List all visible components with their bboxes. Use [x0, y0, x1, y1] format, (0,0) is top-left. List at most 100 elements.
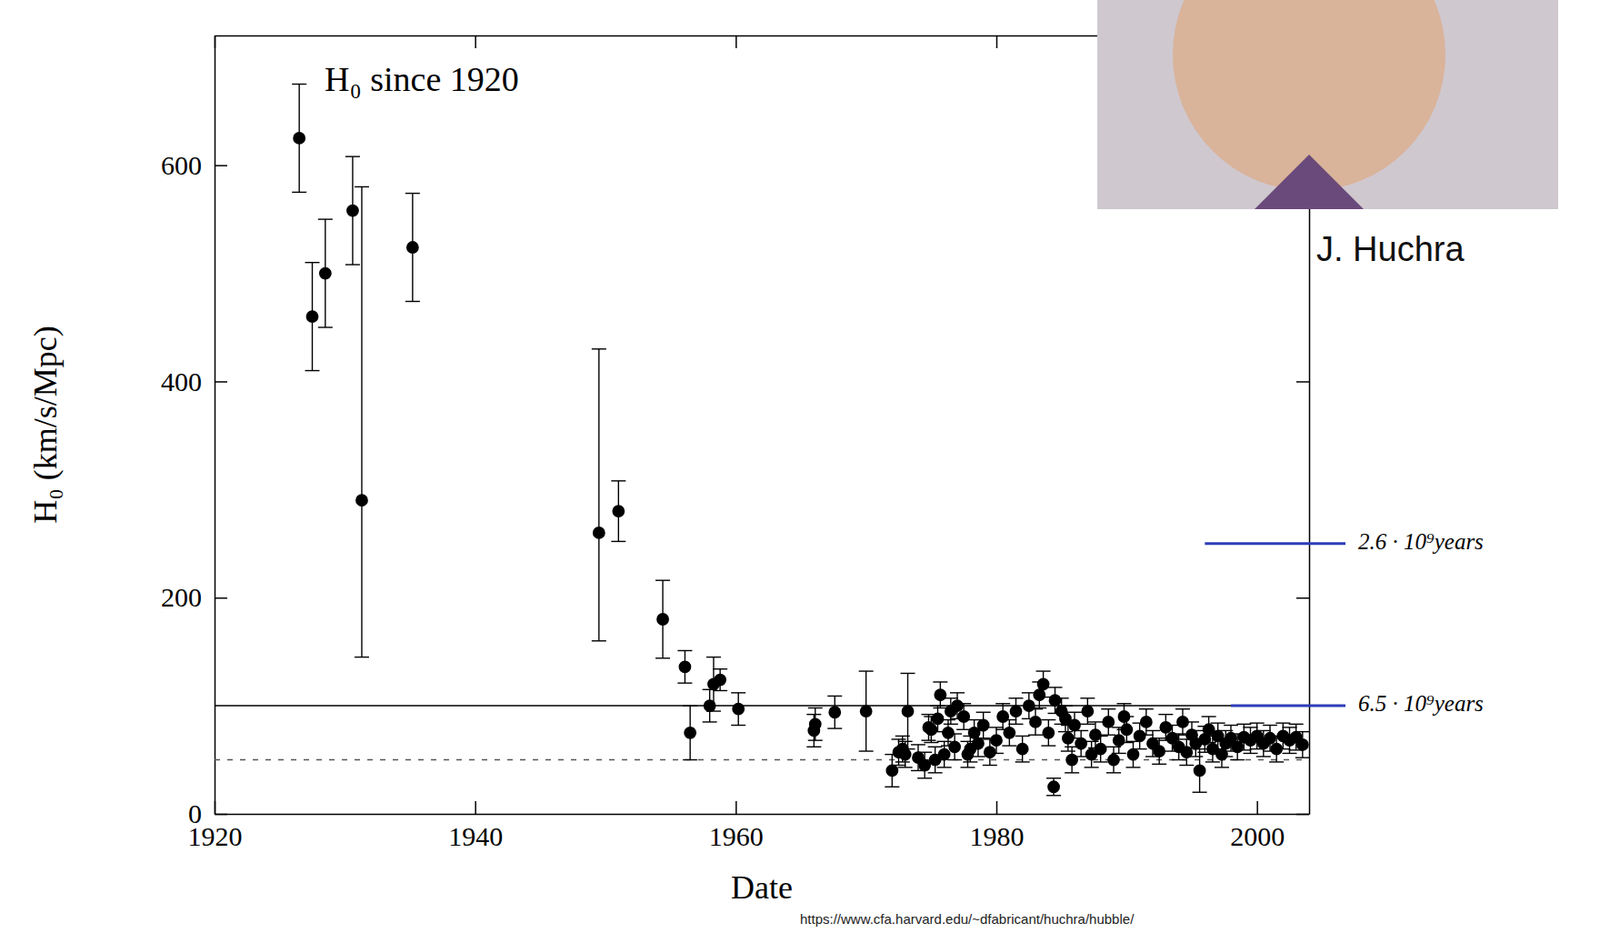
data-point	[406, 240, 420, 254]
data-point	[306, 310, 320, 323]
annotation: 6.5 · 10⁹years	[1230, 690, 1484, 716]
error-bar-cap	[898, 766, 913, 768]
tick	[735, 35, 737, 49]
error-bar-cap	[1151, 763, 1167, 765]
error-bar-cap	[930, 704, 946, 706]
error-bar-cap	[1084, 766, 1100, 768]
error-bar-cap	[1145, 730, 1160, 731]
tick	[1296, 380, 1310, 382]
data-point	[713, 673, 727, 687]
data-point	[828, 705, 841, 719]
error-bar-cap	[898, 740, 913, 742]
error-bar-cap	[1040, 744, 1056, 746]
error-bar-cap	[1046, 777, 1061, 779]
error-bar-cap	[1223, 724, 1239, 726]
tick-mark	[1296, 380, 1310, 383]
error-bar-cap	[354, 656, 370, 658]
data-point	[1180, 745, 1193, 759]
error-bar-cap	[655, 657, 670, 659]
data-point	[1010, 704, 1023, 718]
points	[292, 131, 1309, 793]
y-axis-title: H₀ (km/s/Mpc)	[27, 325, 64, 524]
error-bar-cap	[730, 724, 746, 726]
error-bar-cap	[1100, 734, 1116, 736]
error-bar-cap	[1171, 759, 1187, 760]
error-bar	[655, 580, 670, 659]
data-point	[1140, 715, 1153, 729]
error-bar	[808, 707, 823, 740]
annotation-label: 6.5 · 10⁹years	[1358, 690, 1484, 716]
error-bar-cap	[1192, 791, 1208, 793]
x-axis-title: Date	[730, 869, 793, 906]
error-bar-cap	[928, 746, 943, 748]
error-bar-cap	[1275, 721, 1290, 723]
annotation-label: 2.6 · 10⁹years	[1358, 529, 1484, 554]
error-bar-cap	[1067, 711, 1082, 713]
error-bar-cap	[1036, 670, 1051, 671]
data-point	[1127, 748, 1140, 761]
data-point	[941, 726, 955, 740]
error-bar-cap	[1158, 713, 1173, 715]
tick-mark	[996, 800, 999, 814]
tick: 600	[160, 150, 228, 180]
error-bar-stem	[360, 186, 362, 657]
photo-caption: J. Huchra	[1316, 230, 1465, 269]
data-point	[977, 719, 990, 732]
tick-mark	[214, 164, 228, 167]
error-bar	[305, 262, 320, 371]
error-bar-cap	[405, 192, 420, 194]
tick: 400	[160, 366, 228, 397]
data-point	[901, 704, 915, 718]
data-point	[703, 699, 717, 712]
tick-label: 2000	[1230, 820, 1285, 851]
error-bar-cap	[291, 83, 307, 85]
error-bar-cap	[1028, 734, 1043, 736]
error-bar-cap	[1179, 764, 1194, 766]
data-point	[1270, 742, 1283, 756]
data-point	[957, 710, 970, 723]
error-bar	[730, 692, 746, 726]
error-bar-cap	[1058, 730, 1073, 732]
data-point	[885, 764, 899, 778]
error-bar	[1009, 698, 1024, 725]
tick-mark	[1296, 813, 1310, 816]
data-point	[1176, 715, 1190, 729]
data-point	[1101, 715, 1115, 729]
error-bar-cap	[808, 707, 823, 709]
tick-label: 1960	[709, 820, 764, 851]
error-bar-cap	[1201, 715, 1217, 717]
error-bar-cap	[1015, 760, 1030, 762]
error-bar-cap	[859, 750, 874, 751]
error-bar-cap	[806, 713, 821, 715]
annotation-line	[1230, 704, 1346, 708]
data-point	[679, 660, 692, 673]
error-bar-cap	[1289, 723, 1304, 725]
error-bar-cap	[827, 695, 842, 697]
error-bar-cap	[702, 720, 718, 722]
data-point	[971, 737, 985, 750]
tick-label: 200	[160, 581, 202, 612]
tick-label: 1980	[970, 820, 1025, 851]
error-bar-cap	[1009, 723, 1024, 725]
error-bar-cap	[923, 741, 939, 743]
error-bar-cap	[655, 580, 670, 581]
tick-mark	[735, 35, 738, 49]
tick-label: 400	[160, 366, 202, 397]
error-bar	[682, 705, 698, 760]
data-point	[931, 711, 945, 725]
error-bar-cap	[1060, 750, 1076, 751]
data-point	[592, 526, 606, 540]
error-bar	[859, 670, 874, 751]
error-bar-cap	[291, 191, 307, 193]
data-point	[1047, 780, 1060, 793]
error-bar-cap	[932, 680, 948, 682]
error-bar-cap	[345, 263, 360, 265]
tick-label: 600	[160, 150, 202, 180]
data-point	[1118, 710, 1131, 723]
error-bar	[1028, 709, 1043, 736]
error-bar-cap	[1243, 752, 1259, 754]
data-point	[1074, 737, 1088, 750]
error-bar-cap	[712, 668, 728, 670]
error-bar	[1100, 709, 1116, 736]
data-point	[292, 131, 306, 145]
